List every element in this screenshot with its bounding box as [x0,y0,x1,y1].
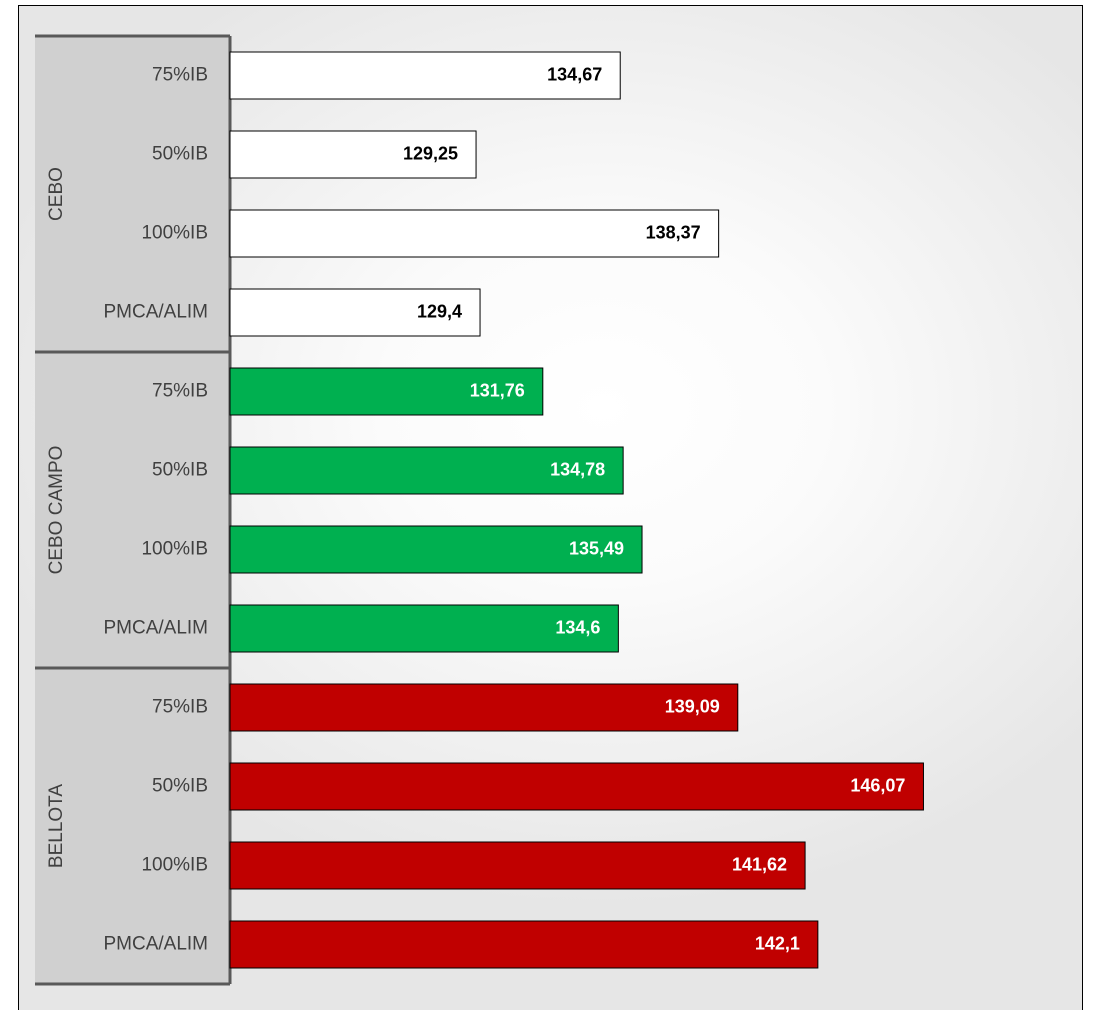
category-label: PMCA/ALIM [103,618,208,639]
category-label: 50%IB [152,460,208,481]
bar [229,920,819,969]
bar [229,841,806,890]
category-label: 100%IB [141,855,208,876]
bar [229,130,477,179]
category-label: 75%IB [152,381,208,402]
bar [229,604,619,653]
category-panel [35,36,230,984]
value-label: 141,62 [732,854,787,874]
group-label: BELLOTA [46,784,67,868]
category-label: 50%IB [152,776,208,797]
group-label: CEBO CAMPO [46,446,67,575]
value-label: 131,76 [470,380,525,400]
value-label: 146,07 [850,775,905,795]
bar [229,683,739,732]
category-label: 75%IB [152,697,208,718]
value-label: 134,78 [550,459,605,479]
group-label: CEBO [46,167,67,221]
value-label: 129,25 [403,143,458,163]
category-label: 50%IB [152,144,208,165]
bar [229,762,924,811]
category-label: PMCA/ALIM [103,302,208,323]
value-label: 134,6 [555,617,600,637]
value-label: 138,37 [646,222,701,242]
category-label: PMCA/ALIM [103,934,208,955]
bar [229,288,481,337]
category-label: 100%IB [141,223,208,244]
value-label: 135,49 [569,538,624,558]
category-label: 75%IB [152,65,208,86]
bar [229,209,720,258]
bar [229,525,643,574]
value-label: 134,67 [547,64,602,84]
category-label: 100%IB [141,539,208,560]
value-label: 129,4 [417,301,462,321]
value-label: 142,1 [755,933,800,953]
bar [229,446,624,495]
value-label: 139,09 [665,696,720,716]
bar [229,367,544,416]
bar [229,51,621,100]
